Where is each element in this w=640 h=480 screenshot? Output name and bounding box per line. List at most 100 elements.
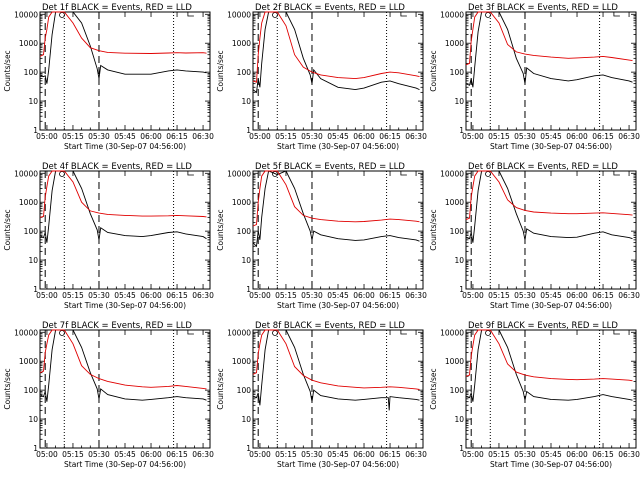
plot-frame bbox=[39, 170, 211, 290]
y-tick-label: 10 bbox=[454, 256, 464, 265]
events-series-line bbox=[465, 11, 633, 88]
y-tick-label: 1 bbox=[246, 285, 251, 294]
panel-title: Det 5f BLACK = Events, RED = LLD bbox=[255, 162, 405, 172]
y-tick-label: 1 bbox=[33, 126, 38, 135]
y-tick-label: 1 bbox=[459, 126, 464, 135]
events-series-line bbox=[252, 329, 420, 411]
panel-title: Det 7f BLACK = Events, RED = LLD bbox=[42, 321, 192, 331]
circle-marker bbox=[272, 330, 278, 336]
y-axis-label: Counts/sec bbox=[3, 209, 12, 250]
x-tick-label: 05:30 bbox=[514, 450, 536, 459]
panel-title: Det 2f BLACK = Events, RED = LLD bbox=[255, 3, 405, 13]
y-axis-label: Counts/sec bbox=[429, 368, 438, 409]
y-tick-label: 10 bbox=[28, 97, 38, 106]
y-tick-label: 10000 bbox=[227, 169, 251, 178]
panel-title: Det 8f BLACK = Events, RED = LLD bbox=[255, 321, 405, 331]
bracket-marker bbox=[613, 330, 620, 335]
y-tick-label: 10000 bbox=[227, 10, 251, 19]
x-axis-label: Start Time (30-Sep-07 04:56:00) bbox=[64, 460, 186, 469]
panel-title: Det 9f BLACK = Events, RED = LLD bbox=[468, 321, 618, 331]
x-tick-label: 05:30 bbox=[514, 132, 536, 141]
x-tick-label: 06:15 bbox=[379, 132, 401, 141]
circle-marker bbox=[59, 330, 65, 336]
panel-title: Det 3f BLACK = Events, RED = LLD bbox=[468, 3, 618, 13]
y-axis-label: Counts/sec bbox=[429, 209, 438, 250]
lld-series-line bbox=[39, 170, 207, 218]
panel-title: Det 1f BLACK = Events, RED = LLD bbox=[42, 3, 192, 13]
bracket-marker bbox=[187, 12, 194, 17]
x-tick-label: 06:00 bbox=[566, 132, 588, 141]
x-tick-label: 06:15 bbox=[166, 132, 188, 141]
chart-panel: Det 7f BLACK = Events, RED = LLD Counts/s… bbox=[3, 321, 214, 469]
lld-series-line bbox=[252, 11, 420, 83]
x-tick-label: 05:00 bbox=[462, 291, 484, 300]
y-tick-label: 1000 bbox=[19, 39, 38, 48]
x-tick-label: 06:00 bbox=[140, 132, 162, 141]
events-series-line bbox=[39, 329, 207, 402]
x-tick-label: 05:45 bbox=[114, 132, 136, 141]
events-series-line bbox=[465, 329, 633, 402]
x-tick-label: 06:00 bbox=[140, 450, 162, 459]
y-tick-label: 100 bbox=[237, 227, 252, 236]
x-tick-label: 06:30 bbox=[405, 450, 427, 459]
plot-frame bbox=[252, 329, 424, 449]
y-tick-label: 10000 bbox=[14, 169, 38, 178]
chart-panel: Det 9f BLACK = Events, RED = LLD Counts/s… bbox=[429, 321, 640, 469]
chart-panel: Det 2f BLACK = Events, RED = LLD Counts/s… bbox=[216, 3, 427, 151]
x-tick-label: 05:00 bbox=[36, 132, 58, 141]
chart-panel: Det 6f BLACK = Events, RED = LLD Counts/s… bbox=[429, 162, 640, 310]
x-tick-label: 06:30 bbox=[618, 450, 640, 459]
x-tick-label: 06:15 bbox=[379, 291, 401, 300]
x-tick-label: 05:45 bbox=[327, 132, 349, 141]
x-tick-label: 05:15 bbox=[275, 450, 297, 459]
bracket-marker bbox=[187, 171, 194, 176]
x-tick-label: 06:00 bbox=[353, 291, 375, 300]
y-axis-label: Counts/sec bbox=[3, 50, 12, 91]
x-tick-label: 05:45 bbox=[327, 450, 349, 459]
x-axis-label: Start Time (30-Sep-07 04:56:00) bbox=[64, 142, 186, 151]
y-tick-label: 100 bbox=[450, 227, 465, 236]
y-tick-label: 1 bbox=[246, 444, 251, 453]
events-series-line bbox=[39, 11, 207, 84]
x-tick-label: 06:00 bbox=[353, 450, 375, 459]
events-series-line bbox=[39, 170, 207, 243]
x-tick-label: 05:15 bbox=[62, 291, 84, 300]
panel-title: Det 6f BLACK = Events, RED = LLD bbox=[468, 162, 618, 172]
y-tick-label: 100 bbox=[24, 68, 39, 77]
y-tick-label: 10000 bbox=[440, 10, 464, 19]
x-tick-label: 05:15 bbox=[62, 132, 84, 141]
x-tick-label: 06:30 bbox=[618, 132, 640, 141]
chart-panel: Det 5f BLACK = Events, RED = LLD Counts/s… bbox=[216, 162, 427, 310]
lld-series-line bbox=[465, 170, 633, 221]
x-tick-label: 06:30 bbox=[192, 132, 214, 141]
x-tick-label: 06:15 bbox=[379, 450, 401, 459]
y-tick-label: 10000 bbox=[440, 169, 464, 178]
plot-frame bbox=[252, 170, 424, 290]
lld-series-line bbox=[39, 11, 207, 57]
y-tick-label: 1 bbox=[459, 444, 464, 453]
y-tick-label: 10000 bbox=[227, 328, 251, 337]
x-tick-label: 05:00 bbox=[462, 450, 484, 459]
circle-marker bbox=[59, 12, 65, 18]
y-axis-label: Counts/sec bbox=[216, 368, 225, 409]
x-tick-label: 05:45 bbox=[114, 291, 136, 300]
y-tick-label: 10 bbox=[241, 97, 251, 106]
x-axis-label: Start Time (30-Sep-07 04:56:00) bbox=[490, 301, 612, 310]
plot-frame bbox=[465, 329, 637, 449]
x-tick-label: 06:30 bbox=[405, 291, 427, 300]
y-tick-label: 100 bbox=[24, 386, 39, 395]
y-tick-label: 1000 bbox=[232, 357, 251, 366]
y-tick-label: 1 bbox=[459, 285, 464, 294]
x-tick-label: 05:45 bbox=[540, 450, 562, 459]
x-tick-label: 05:30 bbox=[301, 450, 323, 459]
bracket-marker bbox=[400, 330, 407, 335]
events-series-line bbox=[252, 11, 420, 94]
chart-panel: Det 8f BLACK = Events, RED = LLD Counts/s… bbox=[216, 321, 427, 469]
x-tick-label: 06:30 bbox=[618, 291, 640, 300]
plot-frame bbox=[465, 170, 637, 290]
x-tick-label: 05:00 bbox=[249, 291, 271, 300]
x-tick-label: 05:45 bbox=[327, 291, 349, 300]
x-tick-label: 05:15 bbox=[275, 132, 297, 141]
x-tick-label: 06:00 bbox=[140, 291, 162, 300]
